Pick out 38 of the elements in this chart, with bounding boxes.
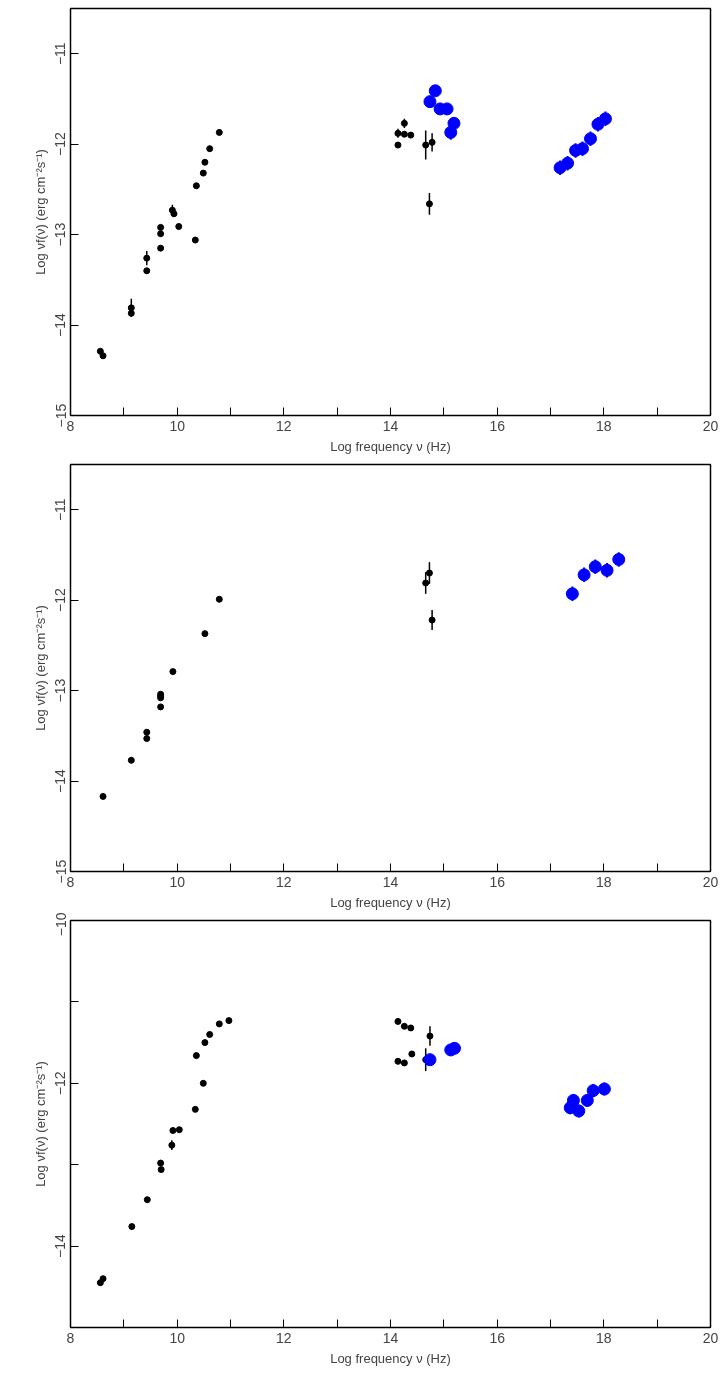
y-tick-label: −12 [52, 1071, 69, 1096]
x-tick-label: 14 [382, 1329, 399, 1346]
x-tick-label: 10 [169, 873, 186, 890]
y-tick-label: −14 [52, 1234, 69, 1258]
x-tick-label: 10 [169, 1329, 186, 1346]
x-axis-title: Log frequency ν (Hz) [330, 438, 451, 454]
x-tick-label: 18 [596, 1329, 612, 1346]
x-tick-label: 16 [489, 1329, 506, 1346]
x-tick-label: 20 [702, 873, 719, 890]
x-axis-title: Log frequency ν (Hz) [330, 894, 451, 910]
y-tick-label: −14 [52, 768, 69, 793]
x-tick-label: 18 [596, 873, 612, 890]
x-tick-label: 8 [66, 417, 75, 434]
x-tick-label: 12 [276, 1329, 292, 1346]
x-tick-label: 20 [702, 417, 719, 434]
y-axis-title: Log νf(ν) (erg cm⁻²s⁻¹) [32, 149, 48, 275]
x-tick-label: 18 [596, 417, 612, 434]
y-axis-title: Log νf(ν) (erg cm⁻²s⁻¹) [32, 1061, 48, 1187]
x-tick-label: 8 [66, 873, 75, 890]
x-tick-label: 14 [382, 417, 399, 434]
y-axis-title: Log νf(ν) (erg cm⁻²s⁻¹) [32, 605, 48, 731]
x-tick-label: 12 [276, 873, 292, 890]
x-tick-label: 16 [489, 873, 506, 890]
x-tick-label: 14 [382, 873, 399, 890]
x-tick-label: 10 [169, 417, 186, 434]
y-tick-label: −12 [52, 132, 69, 157]
x-axis-title: Log frequency ν (Hz) [330, 1350, 451, 1366]
y-tick-label: −14 [52, 312, 69, 337]
x-tick-label: 20 [702, 1329, 719, 1346]
y-tick-label: −11 [52, 42, 69, 66]
x-tick-label: 8 [66, 1329, 75, 1346]
y-tick-label: −10 [52, 912, 69, 937]
x-tick-label: 16 [489, 417, 506, 434]
y-tick-label: −12 [52, 588, 69, 613]
y-tick-label: −13 [52, 678, 69, 703]
y-tick-label: −11 [52, 498, 69, 522]
y-tick-label: −13 [52, 222, 69, 247]
x-tick-label: 12 [276, 417, 292, 434]
